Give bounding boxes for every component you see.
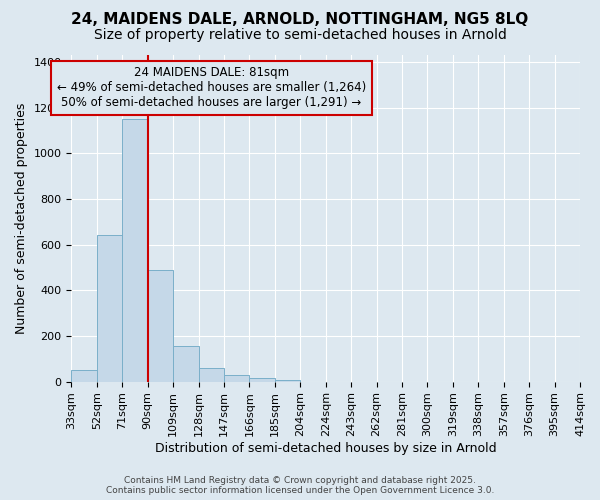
Bar <box>275 380 300 382</box>
X-axis label: Distribution of semi-detached houses by size in Arnold: Distribution of semi-detached houses by … <box>155 442 497 455</box>
Text: 24, MAIDENS DALE, ARNOLD, NOTTINGHAM, NG5 8LQ: 24, MAIDENS DALE, ARNOLD, NOTTINGHAM, NG… <box>71 12 529 28</box>
Bar <box>199 368 224 382</box>
Bar <box>224 374 250 382</box>
Text: Contains HM Land Registry data © Crown copyright and database right 2025.
Contai: Contains HM Land Registry data © Crown c… <box>106 476 494 495</box>
Bar <box>71 370 97 382</box>
Y-axis label: Number of semi-detached properties: Number of semi-detached properties <box>15 102 28 334</box>
Bar <box>122 119 148 382</box>
Bar <box>173 346 199 382</box>
Text: 24 MAIDENS DALE: 81sqm
← 49% of semi-detached houses are smaller (1,264)
50% of : 24 MAIDENS DALE: 81sqm ← 49% of semi-det… <box>56 66 366 110</box>
Bar <box>250 378 275 382</box>
Bar <box>97 236 122 382</box>
Bar <box>148 270 173 382</box>
Text: Size of property relative to semi-detached houses in Arnold: Size of property relative to semi-detach… <box>94 28 506 42</box>
